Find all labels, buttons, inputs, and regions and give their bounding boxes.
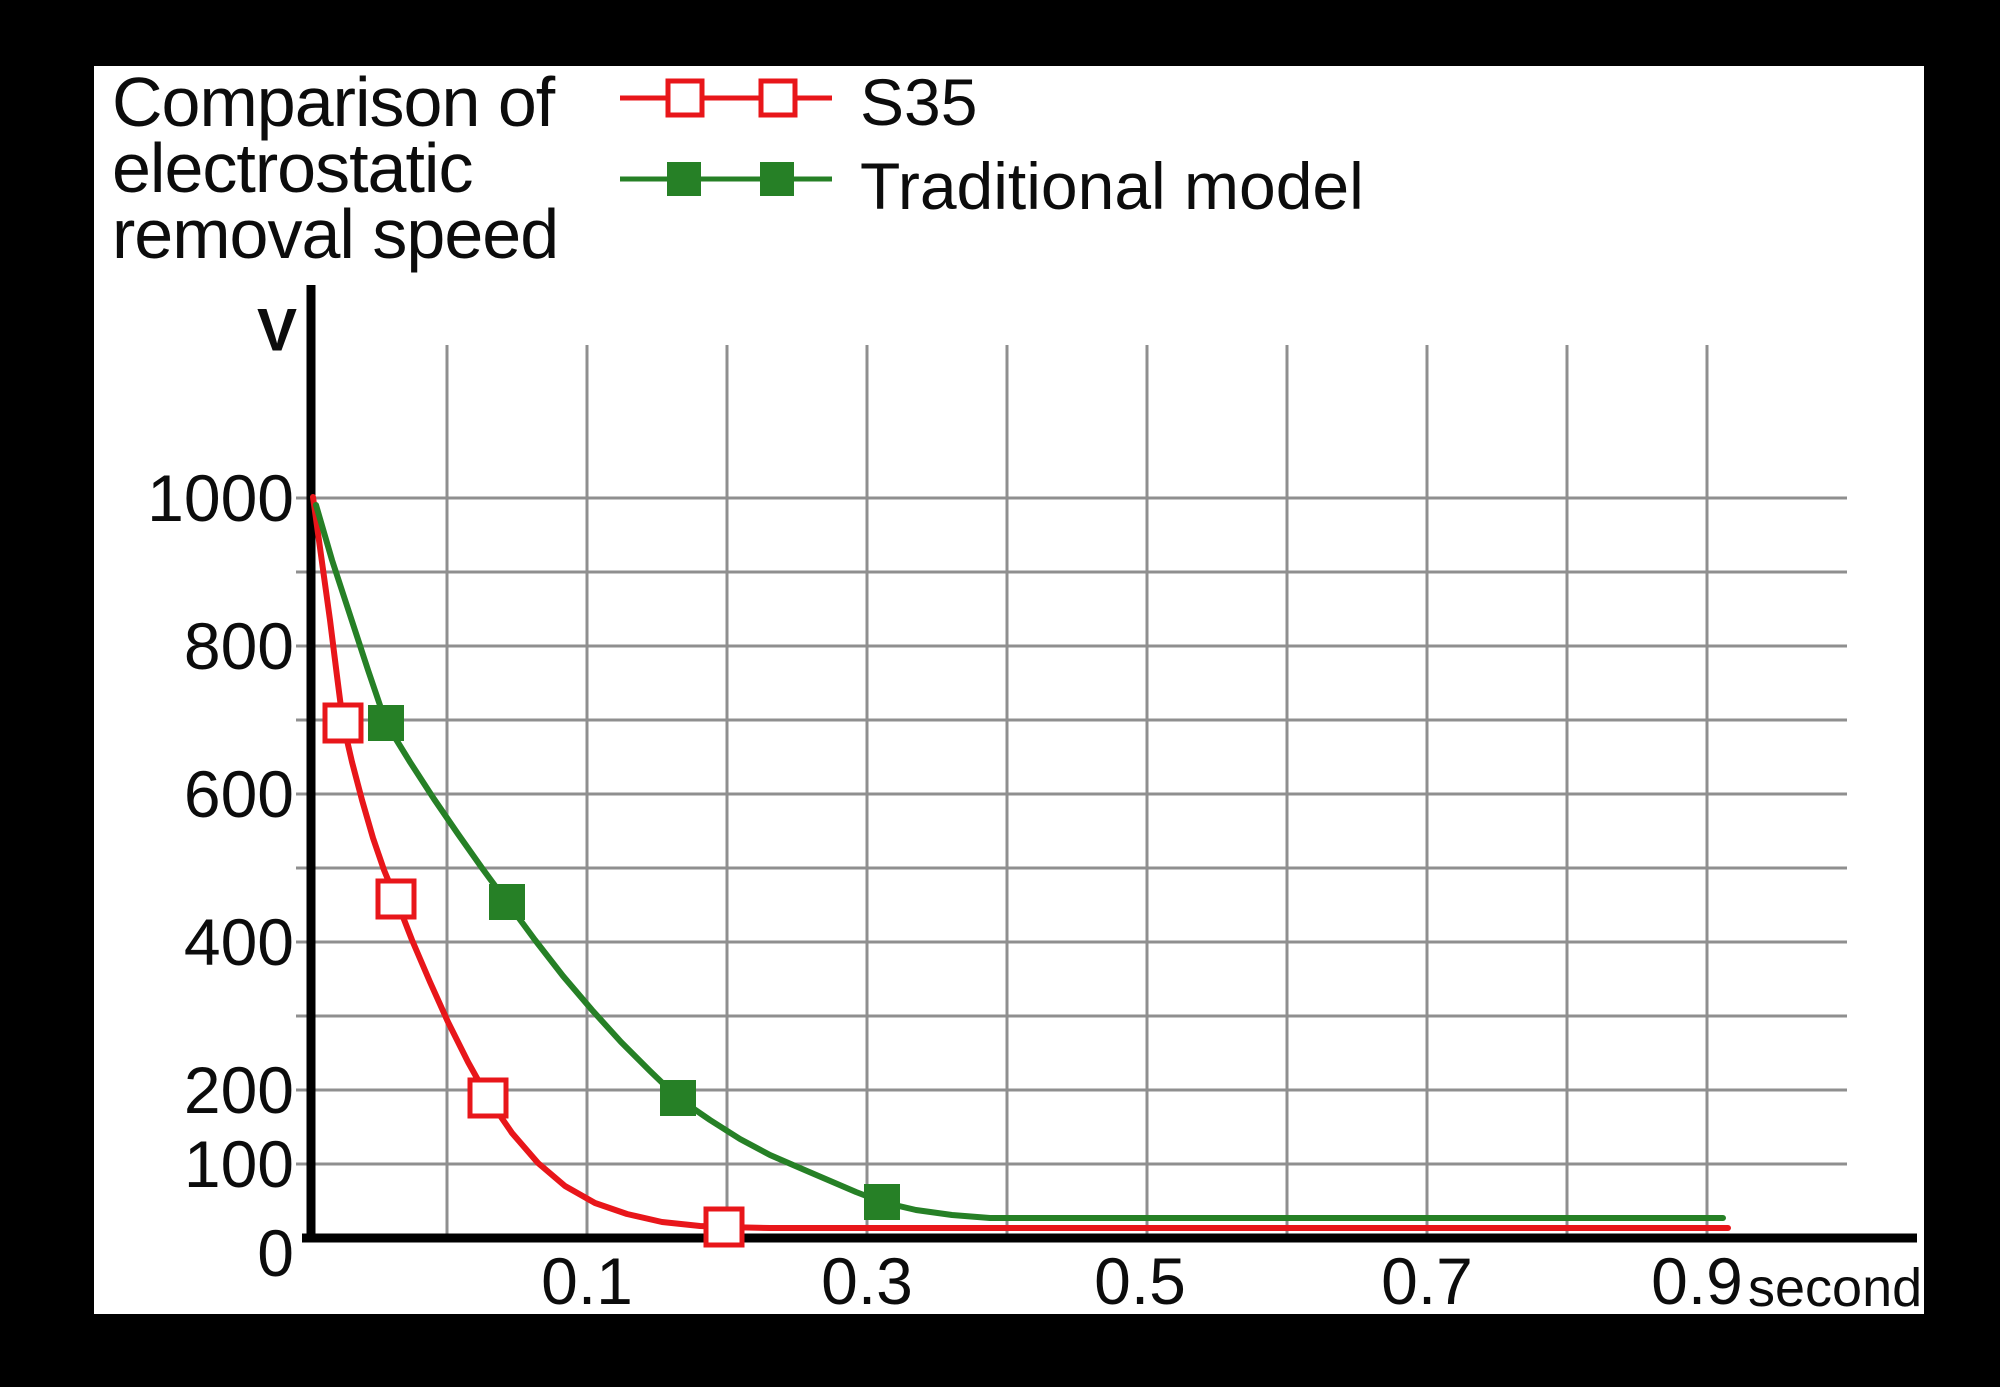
y-tick-400: 400 bbox=[183, 905, 294, 979]
y-tick-600: 600 bbox=[183, 757, 294, 831]
y-tick-100: 100 bbox=[183, 1127, 294, 1201]
chart-title-line-3: removal speed bbox=[112, 195, 559, 273]
x-axis-unit-label: second bbox=[1748, 1258, 1923, 1318]
y-tick-800: 800 bbox=[183, 609, 294, 683]
x-tick-0-7: 0.7 bbox=[1381, 1244, 1473, 1318]
legend-label-traditional-model: Traditional model bbox=[860, 149, 1364, 223]
legend-label-s35: S35 bbox=[860, 65, 978, 139]
x-tick-0-9: 0.9 bbox=[1651, 1244, 1743, 1318]
x-tick-0-5: 0.5 bbox=[1094, 1244, 1186, 1318]
chart-title-line-1: Comparison of bbox=[112, 63, 555, 141]
x-tick-0-1: 0.1 bbox=[541, 1244, 633, 1318]
y-tick-200: 200 bbox=[183, 1053, 294, 1127]
chart-title: Comparison of electrostatic removal spee… bbox=[112, 63, 559, 273]
y-axis-unit-label: V bbox=[256, 296, 298, 364]
y-tick-0: 0 bbox=[257, 1216, 294, 1290]
chart-title-line-2: electrostatic bbox=[112, 129, 473, 207]
y-tick-1000: 1000 bbox=[147, 461, 294, 535]
x-tick-0-3: 0.3 bbox=[821, 1244, 913, 1318]
